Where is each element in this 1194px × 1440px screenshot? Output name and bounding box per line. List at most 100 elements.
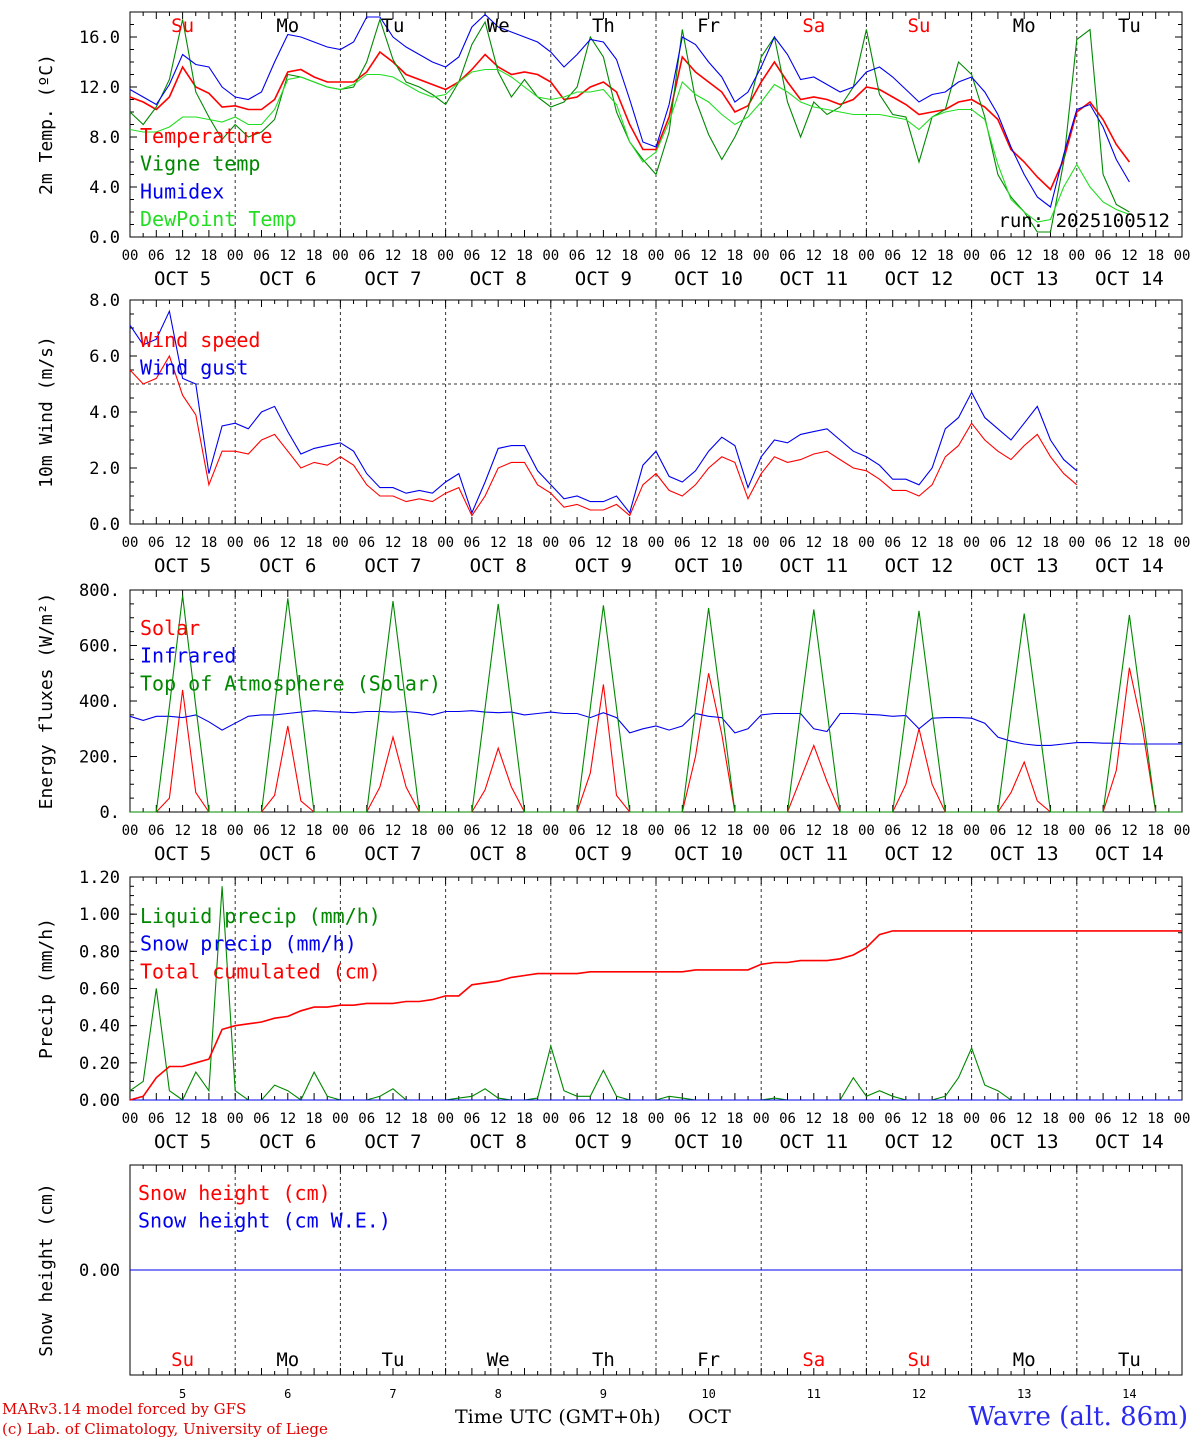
hour-tick-label: 00: [648, 823, 665, 839]
hour-tick-label: 06: [253, 823, 270, 839]
hour-tick-label: 00: [542, 1111, 559, 1127]
hour-tick-label: 06: [674, 823, 691, 839]
hour-tick-label: 06: [1095, 535, 1112, 551]
hour-tick-label: 18: [726, 248, 743, 264]
hour-tick-label: 00: [963, 248, 980, 264]
y-tick-label: 0.0: [89, 228, 120, 248]
y-tick-label: 2.0: [89, 459, 120, 479]
hour-tick-label: 18: [306, 535, 323, 551]
hour-tick-label: 12: [911, 248, 928, 264]
series-line: [130, 595, 1182, 813]
date-label: OCT 6: [259, 268, 316, 290]
hour-tick-label: 12: [1121, 248, 1138, 264]
date-label: OCT 10: [674, 843, 743, 865]
date-label: OCT 13: [990, 1131, 1059, 1153]
hour-tick-label: 12: [1016, 823, 1033, 839]
hour-tick-label: 00: [753, 248, 770, 264]
hour-tick-label: 12: [911, 823, 928, 839]
date-label: OCT 9: [575, 1131, 632, 1153]
hour-tick-label: 18: [411, 1111, 428, 1127]
hour-tick-label: 06: [884, 1111, 901, 1127]
hour-tick-label: 12: [279, 823, 296, 839]
hour-tick-label: 18: [937, 535, 954, 551]
hour-tick-label: 00: [1174, 823, 1191, 839]
hour-tick-label: 00: [227, 535, 244, 551]
date-label: OCT 9: [575, 555, 632, 577]
hour-tick-label: 18: [516, 535, 533, 551]
y-tick-label: 8.0: [89, 128, 120, 148]
y-tick-label: 16.0: [79, 28, 120, 48]
hour-tick-label: 06: [884, 248, 901, 264]
hour-tick-label: 00: [122, 1111, 139, 1127]
hour-tick-label: 18: [1042, 823, 1059, 839]
hour-tick-label: 00: [437, 535, 454, 551]
hour-tick-label: 12: [1121, 1111, 1138, 1127]
hour-tick-label: 00: [1068, 823, 1085, 839]
date-label: OCT 10: [674, 1131, 743, 1153]
date-label: OCT 7: [364, 843, 421, 865]
hour-tick-label: 18: [1042, 535, 1059, 551]
date-label: OCT 8: [470, 843, 527, 865]
x-axis-label: Time UTC (GMT+0h): [455, 1406, 661, 1428]
hour-tick-label: 12: [385, 535, 402, 551]
hour-tick-label: 12: [700, 1111, 717, 1127]
hour-tick-label: 00: [648, 248, 665, 264]
y-tick-label: 400.: [79, 692, 120, 712]
weekday-label: Sa: [802, 1349, 825, 1371]
series-line: [129, 50, 1131, 191]
legend-entry: Top of Atmosphere (Solar): [140, 671, 441, 695]
hour-tick-label: 06: [884, 535, 901, 551]
hour-tick-label: 00: [227, 248, 244, 264]
hour-tick-label: 00: [542, 248, 559, 264]
weekday-label: Su: [908, 1349, 931, 1371]
date-label: OCT 8: [470, 555, 527, 577]
hour-tick-label: 18: [937, 823, 954, 839]
hour-tick-label: 06: [463, 823, 480, 839]
hour-tick-label: 12: [805, 823, 822, 839]
hour-tick-label: 00: [648, 1111, 665, 1127]
date-label: OCT 14: [1095, 555, 1164, 577]
y-axis-label: Energy fluxes (W/m²): [36, 593, 57, 810]
y-tick-label: 12.0: [79, 78, 120, 98]
legend-entry: Solar: [140, 616, 200, 640]
hour-tick-label: 12: [174, 535, 191, 551]
y-tick-label: 0.80: [79, 942, 120, 962]
legend-entry: Total cumulated (cm): [140, 959, 381, 983]
hour-tick-label: 00: [753, 1111, 770, 1127]
hour-tick-label: 12: [490, 1111, 507, 1127]
hour-tick-label: 18: [937, 248, 954, 264]
hour-tick-label: 18: [411, 535, 428, 551]
hour-tick-label: 18: [200, 248, 217, 264]
date-label: OCT 11: [779, 268, 848, 290]
hour-tick-label: 18: [411, 823, 428, 839]
hour-tick-label: 18: [832, 823, 849, 839]
legend-entry: Temperature: [140, 124, 272, 148]
date-label: OCT 5: [154, 843, 211, 865]
hour-tick-label: 06: [463, 1111, 480, 1127]
y-tick-label: 600.: [79, 637, 120, 657]
y-tick-label: 0.: [100, 803, 120, 823]
hour-tick-label: 12: [385, 248, 402, 264]
hour-tick-label: 06: [358, 535, 375, 551]
hour-tick-label: 00: [1068, 248, 1085, 264]
hour-tick-label: 12: [595, 535, 612, 551]
date-label: OCT 11: [779, 1131, 848, 1153]
weekday-label: Su: [908, 15, 931, 37]
date-label: OCT 12: [885, 268, 954, 290]
hour-tick-label: 00: [437, 1111, 454, 1127]
series-line: [129, 68, 1130, 223]
day-number-label: 13: [1017, 1387, 1031, 1401]
date-label: OCT 10: [674, 555, 743, 577]
hour-tick-label: 18: [726, 823, 743, 839]
weekday-label: Tu: [1118, 15, 1141, 37]
series-line: [129, 710, 1182, 746]
weekday-label: Tu: [382, 1349, 405, 1371]
date-label: OCT 9: [575, 843, 632, 865]
y-tick-label: 6.0: [89, 347, 120, 367]
day-number-label: 14: [1122, 1387, 1136, 1401]
day-number-label: 8: [495, 1387, 502, 1401]
hour-tick-label: 12: [490, 248, 507, 264]
hour-tick-label: 18: [516, 248, 533, 264]
hour-tick-label: 18: [306, 248, 323, 264]
date-label: OCT 9: [575, 268, 632, 290]
